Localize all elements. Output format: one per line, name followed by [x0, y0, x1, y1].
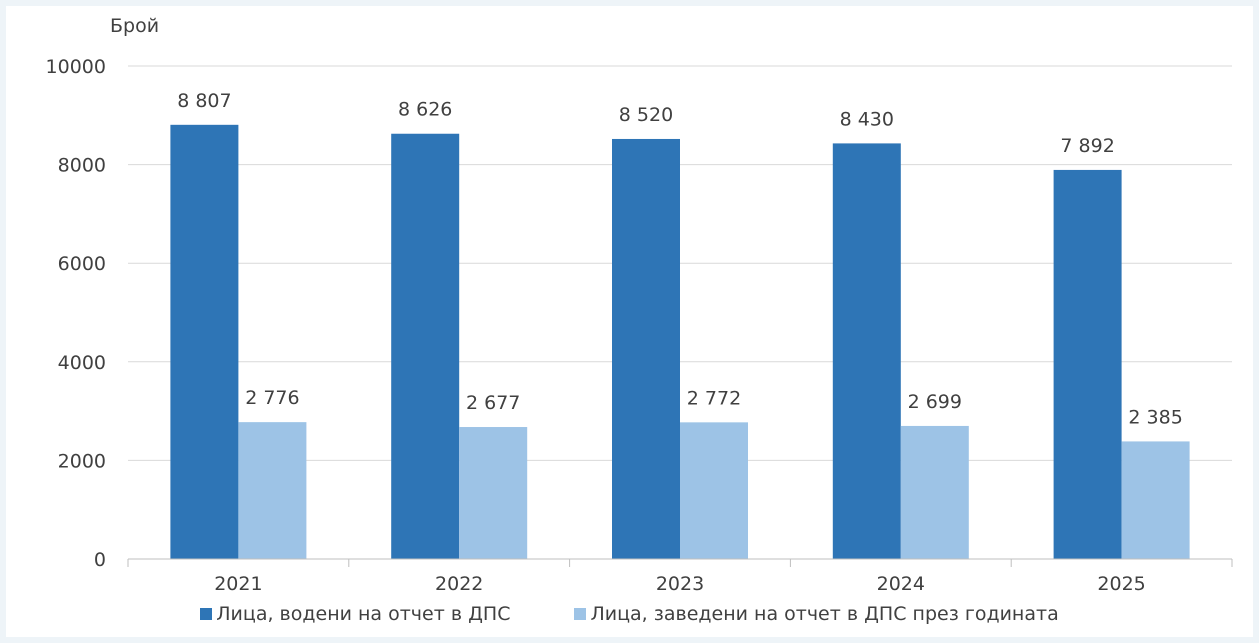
data-label-series-1: 8 430 [840, 108, 894, 130]
x-tick-label: 2023 [656, 573, 704, 595]
x-tick-label: 2021 [214, 573, 262, 595]
bar-series-2 [680, 422, 748, 559]
data-label-series-1: 8 807 [177, 90, 231, 112]
chart-container: 0 2000 4000 6000 8000 10000 8 807 2 776 8 626 2 … [6, 6, 1253, 637]
legend-item-series-2: Лица, заведени на отчет в ДПС през годин… [574, 603, 1059, 625]
y-tick-label: 10000 [46, 56, 106, 78]
legend-item-series-1: Лица, водени на отчет в ДПС [200, 603, 510, 625]
y-tick-label: 4000 [58, 352, 106, 374]
y-axis-ticks: 0 2000 4000 6000 8000 10000 [46, 56, 106, 571]
bar-series-1 [1053, 169, 1122, 560]
bar-series-2 [900, 425, 969, 559]
data-label-series-2: 2 385 [1128, 406, 1182, 428]
y-tick-label: 8000 [58, 155, 106, 177]
legend-label-series-1: Лица, водени на отчет в ДПС [216, 603, 511, 625]
bars: 8 807 2 776 8 626 2 677 8 520 2 772 8 430 2 699… [170, 90, 1190, 560]
bar-series-1 [391, 133, 460, 559]
legend-swatch-series-1 [200, 608, 213, 620]
data-label-series-2: 2 776 [245, 387, 299, 409]
data-label-series-1: 8 520 [619, 104, 673, 126]
y-tick-label: 6000 [58, 253, 106, 275]
bar-series-2 [459, 427, 528, 559]
legend-swatch-series-2 [574, 608, 587, 620]
legend-label-series-2: Лица, заведени на отчет в ДПС през годин… [590, 603, 1059, 625]
y-tick-label: 0 [94, 549, 106, 571]
bar-series-2 [238, 422, 307, 559]
data-label-series-1: 7 892 [1060, 135, 1114, 157]
x-tick-label: 2025 [1097, 573, 1145, 595]
data-label-series-2: 2 699 [908, 391, 962, 413]
y-tick-label: 2000 [58, 450, 106, 472]
bar-series-1 [832, 143, 901, 559]
data-label-series-1: 8 626 [398, 99, 452, 121]
x-tick-label: 2022 [435, 573, 483, 595]
x-axis: 2021 2022 2023 2024 2025 [127, 558, 1233, 595]
data-label-series-2: 2 677 [466, 392, 520, 414]
bar-series-1 [612, 138, 680, 560]
bar-series-2 [1121, 441, 1190, 559]
x-tick-label: 2024 [877, 573, 925, 595]
bar-series-1 [170, 124, 239, 559]
data-label-series-2: 2 772 [687, 387, 741, 409]
legend: Лица, водени на отчет в ДПС Лица, заведе… [6, 603, 1253, 625]
y-axis-label: Брой [110, 15, 159, 37]
bar-chart: 0 2000 4000 6000 8000 10000 8 807 2 776 8 626 2 … [46, 15, 1233, 595]
